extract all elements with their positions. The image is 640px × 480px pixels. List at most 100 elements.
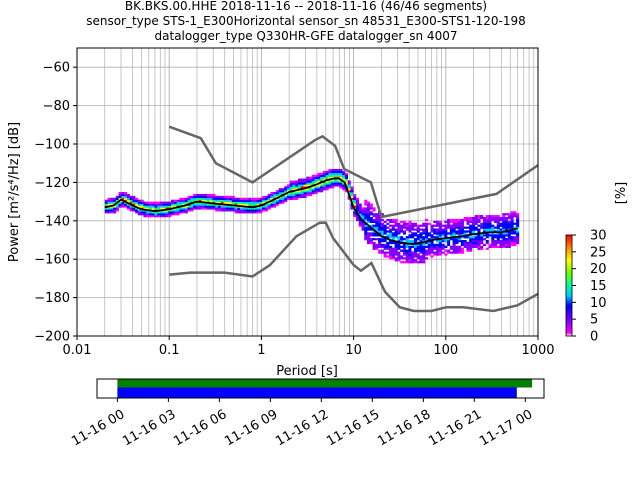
density-cell [278, 193, 282, 197]
density-cell [402, 224, 406, 227]
density-cell [441, 251, 445, 254]
density-cell [311, 186, 315, 189]
high-noise-model-line [168, 125, 538, 219]
density-cell [118, 203, 122, 206]
density-cell [436, 249, 440, 252]
density-cell [444, 232, 448, 235]
density-cell [447, 249, 451, 252]
density-cell [375, 224, 379, 227]
density-cell [491, 243, 495, 247]
density-cell [306, 178, 310, 181]
density-cell [320, 188, 324, 191]
density-cell [159, 215, 164, 218]
density-cell [447, 240, 451, 243]
density-cell [242, 207, 246, 210]
density-cell [113, 207, 117, 210]
density-cell [485, 218, 489, 222]
density-cell [262, 207, 266, 210]
density-cell [347, 197, 351, 200]
density-cell [427, 247, 431, 250]
density-cell [182, 199, 186, 202]
density-cell [184, 211, 188, 214]
density-cell [237, 207, 241, 210]
density-cell [115, 205, 119, 208]
density-cell [336, 168, 340, 172]
psd-density [104, 168, 520, 264]
density-cell [284, 186, 288, 189]
density-cell [496, 220, 500, 224]
density-cell [405, 253, 409, 256]
density-cell [380, 232, 384, 235]
density-cell [206, 207, 210, 210]
density-cell [471, 224, 475, 227]
density-cell [394, 230, 398, 233]
density-cell [300, 180, 304, 183]
density-cell [430, 236, 434, 239]
density-cell [173, 205, 177, 208]
density-cell [405, 236, 409, 239]
density-cell [367, 228, 371, 231]
density-cell [413, 243, 418, 247]
density-cell [499, 234, 503, 237]
density-cell [303, 188, 307, 191]
density-cell [278, 192, 282, 195]
density-cell [466, 230, 470, 233]
density-cell [477, 241, 481, 245]
density-cell [380, 245, 384, 248]
density-cell [513, 240, 517, 243]
density-cell [436, 251, 440, 254]
density-cell [516, 234, 520, 237]
density-cell [391, 255, 395, 258]
density-cell [378, 249, 382, 252]
density-cell [364, 226, 368, 229]
density-cell [292, 192, 296, 195]
density-cell [336, 184, 340, 187]
density-cell [367, 207, 371, 210]
density-cell [458, 232, 462, 235]
density-cell [245, 203, 249, 206]
density-cell [228, 209, 233, 212]
density-cell [176, 207, 180, 210]
density-cell [411, 259, 415, 262]
density-cell [477, 243, 481, 247]
density-cell [275, 201, 279, 204]
density-cell [413, 240, 418, 243]
density-cell [107, 211, 111, 214]
density-cell [251, 201, 255, 204]
density-cell [298, 195, 302, 199]
density-cell [383, 240, 387, 243]
density-cell [460, 249, 464, 252]
density-cell [126, 197, 130, 200]
density-cell [507, 245, 511, 248]
density-cell [251, 211, 255, 214]
density-cell [488, 222, 492, 225]
density-cell [129, 201, 133, 204]
density-cell [441, 224, 445, 227]
density-cell [502, 220, 506, 224]
density-cell [507, 220, 511, 224]
density-cell [444, 228, 448, 231]
density-cell [309, 193, 313, 197]
density-cell [275, 203, 279, 206]
density-cell [184, 207, 188, 210]
density-cell [507, 216, 511, 220]
density-cell [135, 203, 139, 206]
density-cell [413, 247, 418, 250]
density-cell [132, 197, 136, 200]
density-cell [389, 234, 393, 237]
density-cell [449, 226, 453, 229]
density-cell [270, 192, 274, 195]
x-tick-label: 10 [345, 343, 362, 358]
density-cell [162, 211, 166, 214]
timeline-tick-label: 11-16 21 [426, 407, 484, 449]
density-cell [485, 236, 489, 239]
density-cell [201, 205, 205, 208]
density-cell [402, 220, 406, 224]
density-cell [306, 190, 310, 193]
density-cell [480, 241, 484, 245]
density-cell [110, 207, 114, 210]
density-cell [463, 230, 467, 233]
density-cell [364, 230, 368, 233]
density-cell [466, 236, 470, 239]
density-cell [433, 253, 437, 256]
